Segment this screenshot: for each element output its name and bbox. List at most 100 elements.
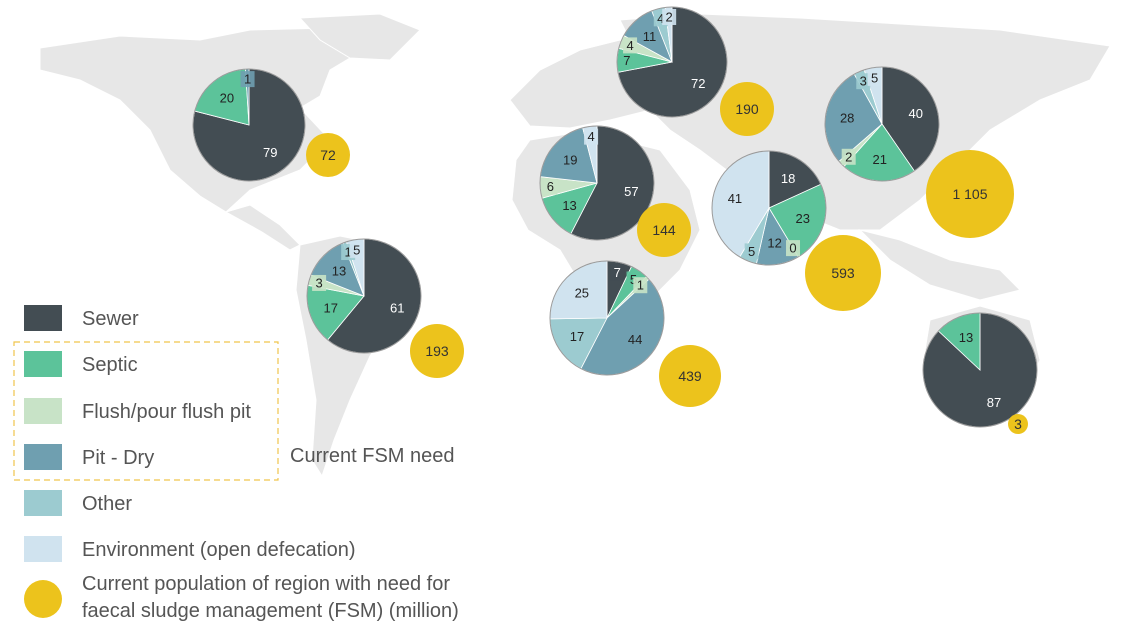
pie-label-environment-open-defecation: 41 — [728, 191, 742, 206]
fsm-bubble-label: 193 — [425, 343, 449, 359]
legend-swatch-other — [24, 490, 62, 516]
pie-label-septic: 13 — [959, 330, 973, 345]
fsm-bubble-circle — [306, 133, 350, 177]
pie-label-bg — [584, 128, 599, 145]
pie-label-sewer: 87 — [987, 395, 1001, 410]
pie-label-bg — [841, 148, 856, 165]
pie-label-environment-open-defecation: 5 — [871, 70, 878, 85]
fsm-bubble-circle — [659, 345, 721, 407]
pie-label-other: 17 — [570, 329, 584, 344]
legend-label-flush-pour-flush-pit: Flush/pour flush pit — [82, 401, 251, 423]
pie-label-sewer: 7 — [614, 265, 621, 280]
pie-label-septic: 20 — [220, 91, 234, 106]
pie-label-bg — [786, 240, 801, 257]
legend-swatch-pit-dry — [24, 444, 62, 470]
legend-swatch-flush-pour-flush-pit — [24, 398, 62, 424]
fsm-bubble-label: 439 — [678, 368, 702, 384]
region-pie-1: 79 20 1 — [192, 68, 306, 182]
pie-label-environment-open-defecation: 5 — [353, 242, 360, 257]
pie-outline — [922, 312, 1038, 428]
pie-outline — [539, 125, 655, 241]
pie-label-sewer: 18 — [781, 171, 795, 186]
central-america-landmass — [224, 204, 301, 251]
pie-label-environment-open-defecation: 4 — [587, 129, 594, 144]
fsm-bubble-circle — [637, 203, 691, 257]
fsm-bubble-label: 144 — [652, 222, 676, 238]
fsm-bubble-3: 190 — [720, 82, 774, 136]
pie-label-sewer: 61 — [390, 300, 404, 315]
pie-label-environment-open-defecation: 25 — [575, 286, 589, 301]
pie-label-bg — [349, 241, 364, 258]
fsm-bubble-5: 439 — [659, 345, 721, 407]
pie-label-septic: 13 — [562, 198, 576, 213]
pie-label-bg — [633, 277, 648, 294]
pie-label-bg — [240, 71, 255, 88]
region-pie-4: 57 13 6 19 4 — [539, 125, 655, 241]
fsm-bubble-label: 1 105 — [952, 186, 987, 202]
pie-label-pit-dry: 11 — [643, 29, 657, 44]
pie-label-septic: 23 — [796, 211, 810, 226]
pie-label-septic: 21 — [873, 152, 887, 167]
fsm-legend-line2: faecal sludge management (FSM) (million) — [82, 600, 459, 622]
pie-label-flush-pour-flush-pit: 0 — [789, 241, 796, 256]
pie-outline — [616, 6, 728, 118]
greenland-landmass — [298, 13, 421, 61]
fsm-need-group-label: Current FSM need — [290, 445, 455, 467]
pie-label-septic: 17 — [324, 300, 338, 315]
fsm-bubble-circle — [926, 150, 1014, 238]
pie-label-pit-dry: 12 — [767, 235, 781, 250]
pie-label-bg — [744, 243, 759, 260]
region-pie-6: 18 230 12 5 41 — [711, 150, 827, 266]
pie-label-other: 1 — [345, 245, 352, 260]
pie-outline — [306, 238, 422, 354]
fsm-bubble-label: 72 — [320, 147, 336, 163]
pie-label-other: 4 — [657, 11, 664, 26]
fsm-bubble-circle — [1008, 414, 1028, 434]
region-pie-5: 751441725 — [549, 260, 665, 376]
pie-label-pit-dry: 44 — [628, 332, 642, 347]
fsm-bubble-7: 1 105 — [926, 150, 1014, 238]
pie-label-bg — [867, 69, 882, 86]
fsm-bubble-circle — [805, 235, 881, 311]
legend-label-septic: Septic — [82, 354, 138, 376]
legend-swatch-sewer — [24, 305, 62, 331]
pie-label-pit-dry: 28 — [840, 110, 854, 125]
pie-label-pit-dry: 13 — [332, 264, 346, 279]
pie-label-flush-pour-flush-pit: 3 — [315, 275, 322, 290]
pie-label-septic: 7 — [623, 53, 630, 68]
pie-label-bg — [619, 52, 634, 69]
fsm-legend-circle — [24, 580, 62, 618]
fsm-bubble-circle — [720, 82, 774, 136]
pie-label-environment-open-defecation: 2 — [666, 9, 673, 24]
southeast-asia-landmass — [858, 229, 1021, 301]
legend-swatch-septic — [24, 351, 62, 377]
pie-outline — [192, 68, 306, 182]
legend: Sewer Septic Flush/pour flush pit Pit - Dry… — [13, 305, 459, 622]
pie-label-flush-pour-flush-pit: 1 — [637, 278, 644, 293]
region-pies: 7920161173131572741142571361947514417251… — [192, 6, 1038, 428]
pie-label-other: 3 — [860, 74, 867, 89]
legend-label-sewer: Sewer — [82, 308, 139, 330]
fsm-bubble-label: 3 — [1014, 416, 1022, 432]
pie-label-bg — [623, 37, 638, 54]
legend-label-other: Other — [82, 493, 132, 515]
pie-label-sewer: 57 — [624, 184, 638, 199]
pie-label-flush-pour-flush-pit: 4 — [626, 38, 633, 53]
pie-label-sewer: 40 — [909, 106, 923, 121]
fsm-need-group-box — [13, 341, 279, 481]
fsm-legend-line1: Current population of region with need f… — [82, 573, 450, 595]
fsm-bubble-8: 3 — [1008, 414, 1028, 434]
pie-label-bg — [543, 178, 558, 195]
legend-swatch-environment-open-defecation — [24, 536, 62, 562]
pie-label-sewer: 79 — [263, 145, 277, 160]
pie-label-bg — [662, 8, 677, 25]
pie-label-pit-dry: 19 — [563, 152, 577, 167]
pie-label-pit-dry: 1 — [244, 72, 251, 87]
legend-label-pit-dry: Pit - Dry — [82, 447, 154, 469]
fsm-bubble-label: 593 — [831, 265, 855, 281]
fsm-bubble-4: 144 — [637, 203, 691, 257]
pie-outline — [824, 66, 940, 182]
fsm-bubble-6: 593 — [805, 235, 881, 311]
